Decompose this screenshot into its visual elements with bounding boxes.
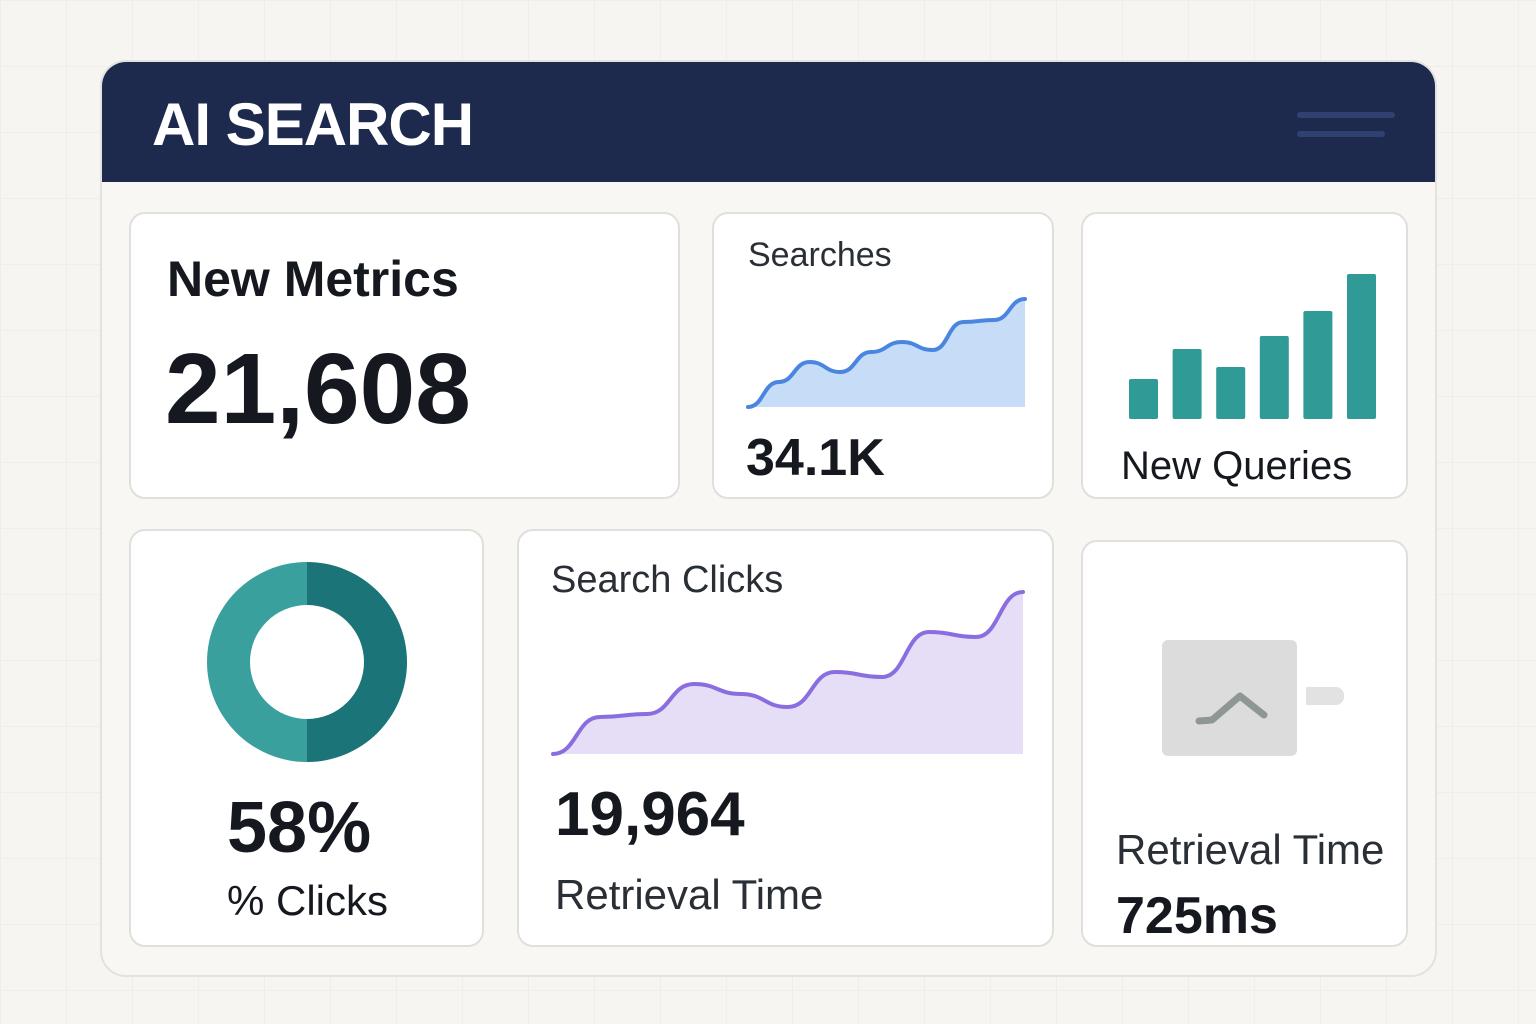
new-queries-bar (1216, 367, 1246, 419)
new-queries-bar-chart (1129, 274, 1376, 419)
new-queries-bar (1347, 274, 1376, 419)
clicks-percent: 58% (227, 788, 372, 868)
header: AI SEARCH (102, 62, 1435, 182)
new-queries-bar (1172, 349, 1202, 419)
new-queries-label: New Queries (1121, 444, 1353, 488)
searches-label: Searches (748, 236, 892, 274)
clicks-donut-chart (207, 562, 407, 762)
search-clicks-sparkline (551, 590, 1025, 756)
searches-area (748, 299, 1025, 407)
search-clicks-value: 19,964 (555, 780, 745, 849)
clicks-label: % Clicks (227, 877, 389, 924)
search-clicks-card: Search Clicks 19,964 Retrieval Time (517, 529, 1054, 947)
retrieval-card: Retrieval Time 725ms (1081, 540, 1408, 947)
clicks-card: 58% % Clicks (129, 529, 484, 947)
new-metrics-value: 21,608 (165, 333, 471, 445)
placeholder-tab (1306, 687, 1344, 705)
new-metrics-card: New Metrics 21,608 (129, 212, 680, 499)
searches-value: 34.1K (746, 429, 885, 487)
search-clicks-label: Search Clicks (551, 559, 784, 601)
search-clicks-area (553, 592, 1023, 754)
new-queries-bar (1129, 379, 1158, 419)
chart-placeholder-icon (1162, 640, 1297, 756)
searches-sparkline (746, 297, 1027, 409)
hamburger-menu-icon[interactable] (1297, 112, 1395, 150)
retrieval-time-sublabel: Retrieval Time (555, 871, 824, 918)
retrieval-value: 725ms (1116, 887, 1278, 945)
new-queries-bar (1303, 311, 1333, 419)
search-clicks-line (551, 590, 1025, 756)
retrieval-label: Retrieval Time (1116, 826, 1385, 873)
searches-card: Searches 34.1K (712, 212, 1054, 499)
app-title: AI SEARCH (152, 91, 474, 158)
new-queries-bar (1259, 336, 1289, 419)
new-queries-card: New Queries (1081, 212, 1408, 499)
new-metrics-label: New Metrics (167, 251, 459, 307)
searches-line (746, 297, 1027, 409)
